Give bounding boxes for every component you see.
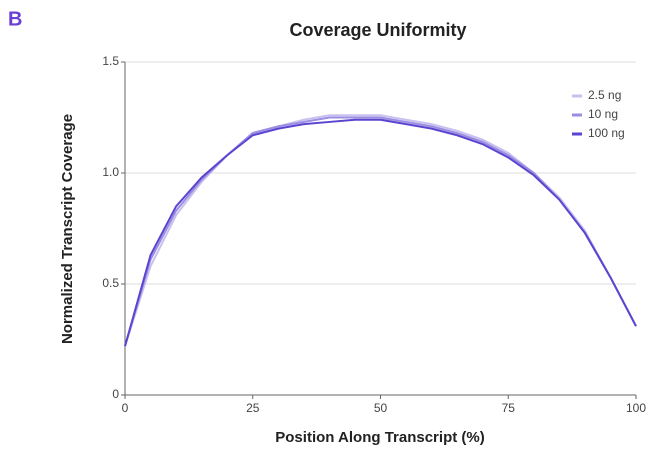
series-line — [124, 116, 637, 347]
x-tick-label: 0 — [122, 401, 129, 415]
x-tick-label: 100 — [626, 401, 646, 415]
y-tick-label: 0.5 — [102, 276, 119, 290]
series-line — [124, 118, 637, 347]
x-tick-label: 25 — [246, 401, 260, 415]
legend-label: 2.5 ng — [588, 88, 621, 102]
y-axis-label: Normalized Transcript Coverage — [59, 114, 76, 344]
series-line — [124, 114, 637, 347]
legend-label: 100 ng — [588, 126, 625, 140]
x-axis-label: Position Along Transcript (%) — [275, 429, 484, 446]
y-tick-label: 1.0 — [102, 165, 119, 179]
panel-label: B — [8, 8, 22, 30]
chart-title: Coverage Uniformity — [289, 20, 466, 40]
legend-label: 10 ng — [588, 107, 618, 121]
y-tick-label: 1.5 — [102, 54, 119, 68]
x-tick-label: 50 — [374, 401, 388, 415]
x-tick-label: 75 — [502, 401, 516, 415]
y-tick-label: 0 — [112, 387, 119, 401]
